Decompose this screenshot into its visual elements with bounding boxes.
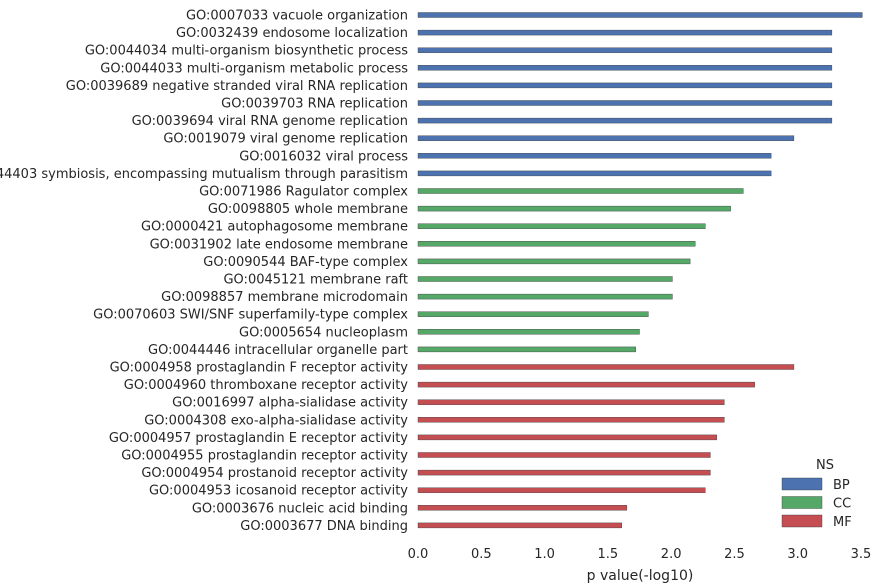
category-label: GO:0004308 exo-alpha-sialidase activity <box>144 413 408 428</box>
bar <box>417 293 673 300</box>
category-label: GO:0004953 icosanoid receptor activity <box>149 484 408 499</box>
bar <box>417 399 725 405</box>
bar <box>417 452 711 458</box>
category-label: GO:0004957 prostaglandin E receptor acti… <box>109 431 408 446</box>
category-label: GO:0003676 nucleic acid binding <box>192 501 408 516</box>
category-label: GO:0004955 prostaglandin receptor activi… <box>121 449 408 464</box>
bar <box>417 346 636 353</box>
legend-label: MF <box>833 515 852 530</box>
category-label: GO:0044033 multi-organism metabolic proc… <box>100 61 408 76</box>
bar <box>417 135 795 141</box>
category-label: GO:0007033 vacuole organization <box>186 9 408 24</box>
category-label: GO:0044403 symbiosis, encompassing mutua… <box>0 167 408 182</box>
category-label: GO:0016032 viral process <box>239 149 408 164</box>
legend-label: CC <box>833 497 851 512</box>
legend-label: BP <box>833 478 850 493</box>
bar <box>417 258 691 265</box>
category-label: GO:0044034 multi-organism biosynthetic p… <box>85 44 408 59</box>
bar <box>417 65 833 71</box>
bar <box>417 188 744 194</box>
bar <box>417 364 795 370</box>
x-tick-label: 2.0 <box>661 547 682 562</box>
category-label: GO:0004958 prostaglandin F receptor acti… <box>110 361 409 376</box>
bar <box>417 417 725 423</box>
category-label: GO:0005654 nucleoplasm <box>239 325 408 340</box>
category-label: GO:0019079 viral genome replication <box>163 132 408 147</box>
category-label: GO:0071986 Ragulator complex <box>199 185 408 200</box>
category-label: GO:0004954 prostanoid receptor activity <box>141 466 408 481</box>
bars-group <box>417 12 863 529</box>
category-label: GO:0090544 BAF-type complex <box>203 255 408 270</box>
legend-swatch <box>781 477 823 491</box>
bar <box>417 505 628 511</box>
category-label: GO:0098857 membrane microdomain <box>161 290 408 305</box>
category-label: GO:0031902 late endosome membrane <box>150 237 408 252</box>
category-label: GO:0032439 endosome localization <box>176 26 408 41</box>
x-tick-label: 0.0 <box>408 547 429 562</box>
bar <box>417 434 717 441</box>
category-label: GO:0039689 negative stranded viral RNA r… <box>66 79 408 94</box>
category-label: GO:0098805 whole membrane <box>208 202 408 217</box>
bar <box>417 47 833 53</box>
bar <box>417 170 772 177</box>
category-label: GO:0004960 thromboxane receptor activity <box>124 378 409 393</box>
x-tick-label: 1.5 <box>598 547 619 562</box>
bar <box>417 100 833 106</box>
category-label: GO:0039703 RNA replication <box>221 97 408 112</box>
category-label: GO:0000421 autophagosome membrane <box>141 220 408 235</box>
category-label: GO:0016997 alpha-sialidase activity <box>172 396 408 411</box>
x-axis-label: p value(-log10) <box>587 568 694 584</box>
legend-swatch <box>781 496 823 509</box>
bar <box>417 153 772 159</box>
x-tick-label: 2.5 <box>724 547 745 562</box>
bar <box>417 469 711 476</box>
x-tick-labels: 0.0 0.5 1.0 1.5 2.0 2.5 3.0 3.5 <box>408 547 872 562</box>
bar <box>417 522 622 529</box>
legend-title: NS <box>816 458 834 473</box>
bar <box>417 241 696 247</box>
bar <box>417 12 863 18</box>
bar <box>417 487 706 493</box>
bar <box>417 381 755 388</box>
bar <box>417 82 833 89</box>
category-label: GO:0003677 DNA binding <box>240 519 408 534</box>
category-label: GO:0070603 SWI/SNF superfamily-type comp… <box>93 308 408 323</box>
bar <box>417 276 673 282</box>
x-tick-label: 3.5 <box>851 547 872 562</box>
x-tick-label: 1.0 <box>534 547 555 562</box>
bar <box>417 223 706 229</box>
bar <box>417 205 731 212</box>
bar <box>417 117 833 124</box>
category-label: GO:0044446 intracellular organelle part <box>148 343 408 358</box>
x-tick-label: 3.0 <box>787 547 808 562</box>
x-tick-label: 0.5 <box>471 547 492 562</box>
bar <box>417 329 640 335</box>
legend: NS BP CC MF <box>781 458 852 530</box>
bar <box>417 311 649 317</box>
legend-swatch <box>781 514 823 528</box>
category-label: GO:0039694 viral RNA genome replication <box>132 114 408 129</box>
category-label: GO:0045121 membrane raft <box>223 273 408 288</box>
category-labels: GO:0007033 vacuole organization GO:003243… <box>0 9 408 534</box>
bar <box>417 29 833 36</box>
